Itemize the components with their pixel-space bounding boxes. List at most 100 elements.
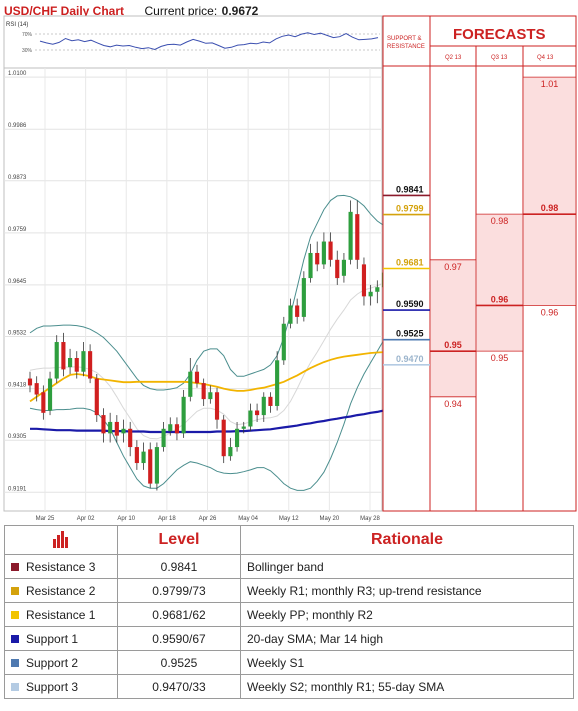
row-rationale: Weekly R1; monthly R3; up-trend resistan… <box>240 578 574 603</box>
forecast-value: 0.98 <box>491 216 509 226</box>
candle-body <box>241 426 246 429</box>
rsi-upper-label: 70% <box>22 32 33 38</box>
sr-value: 0.9799 <box>396 204 424 214</box>
header-icon-cell <box>4 525 118 555</box>
header-level: Level <box>117 525 241 555</box>
grid <box>4 68 382 511</box>
row-name-cell: Support 2 <box>4 650 118 675</box>
row-level: 0.9470/33 <box>117 674 241 699</box>
row-level: 0.9799/73 <box>117 578 241 603</box>
col-q3: Q3 13 <box>491 55 508 61</box>
sma-blue-line <box>30 409 385 434</box>
header-rationale: Rationale <box>240 525 574 555</box>
price-label: Current price: <box>144 4 218 18</box>
x-tick-label: May 28 <box>360 516 380 522</box>
candle-body <box>248 410 253 427</box>
x-tick-label: May 12 <box>279 516 299 522</box>
x-tick-label: Apr 10 <box>117 516 135 522</box>
table-row: Support 1 0.9590/67 20-day SMA; Mar 14 h… <box>4 626 574 651</box>
candle-body <box>288 305 293 324</box>
x-tick-label: Apr 26 <box>199 516 217 522</box>
candle-body <box>275 360 280 406</box>
bar-chart-icon <box>53 530 68 548</box>
candle-body <box>128 428 133 448</box>
forecast-range <box>431 259 475 397</box>
bollinger-upper <box>29 194 385 391</box>
x-tick-label: Mar 25 <box>36 516 55 522</box>
candle-body <box>341 259 346 276</box>
row-name-cell: Resistance 2 <box>4 578 118 603</box>
table-row: Resistance 1 0.9681/62 Weekly PP; monthl… <box>4 602 574 627</box>
candle-body <box>328 241 333 260</box>
col-q2: Q2 13 <box>445 55 462 61</box>
forecast-range <box>477 214 522 352</box>
rsi-line <box>39 32 379 51</box>
forecast-value: 0.95 <box>491 353 509 363</box>
candle-body <box>208 392 213 400</box>
candle-body <box>54 342 59 379</box>
row-name-cell: Resistance 3 <box>4 554 118 579</box>
sr-value: 0.9525 <box>396 329 424 339</box>
table-row: Resistance 3 0.9841 Bollinger band <box>4 554 574 579</box>
y-tick-label: 0.9645 <box>8 279 27 285</box>
candle-body <box>194 371 200 384</box>
row-name: Support 1 <box>26 631 79 646</box>
candle-body <box>214 392 220 420</box>
row-rationale: Weekly S2; monthly R1; 55-day SMA <box>240 674 574 699</box>
candle-body <box>101 415 106 434</box>
y-tick-label: 0.9191 <box>8 486 27 492</box>
sr-label-1: SUPPORT & <box>387 36 421 42</box>
candle-body <box>168 424 173 432</box>
candle-body <box>88 351 93 379</box>
table-row: Resistance 2 0.9799/73 Weekly R1; monthl… <box>4 578 574 603</box>
forecast-value: 0.98 <box>541 203 559 213</box>
table-row: Support 2 0.9525 Weekly S1 <box>4 650 574 675</box>
forecast-value: 0.97 <box>444 262 462 272</box>
candle-body <box>234 428 240 448</box>
x-tick-label: May 04 <box>238 516 258 522</box>
y-tick-label: 0.9532 <box>8 331 27 337</box>
x-axis-ticks: Mar 25 Apr 02 Apr 10 Apr 18 Apr 26 May 04 May … <box>36 516 381 522</box>
candles <box>27 200 387 491</box>
row-level: 0.9841 <box>117 554 241 579</box>
chart-header: USD/CHF Daily Chart Current price: 0.967… <box>4 2 258 20</box>
candle-body <box>121 428 126 434</box>
row-name-cell: Support 1 <box>4 626 118 651</box>
bollinger-lower <box>29 339 385 491</box>
candle-body <box>174 424 180 434</box>
sr-label-2: RESISTANCE <box>387 44 425 50</box>
forecast-panel: FORECASTS SUPPORT & RESISTANCE Q2 13 Q3 … <box>382 15 577 512</box>
x-tick-label: May 20 <box>320 516 340 522</box>
candle-body <box>47 378 53 411</box>
y-tick-label: 0.9418 <box>8 383 27 389</box>
candle-body <box>114 421 119 436</box>
candle-body <box>368 291 373 297</box>
candle-body <box>268 396 273 406</box>
current-price: 0.9672 <box>221 4 259 18</box>
y-tick-label: 0.9759 <box>8 227 27 233</box>
candle-body <box>154 447 159 484</box>
color-swatch <box>11 611 19 620</box>
candle-body <box>61 342 66 370</box>
forecast-value: 0.95 <box>444 340 462 350</box>
candle-body <box>301 278 306 317</box>
row-name: Resistance 2 <box>26 583 96 598</box>
candle-body <box>27 378 33 386</box>
candle-body <box>261 396 266 416</box>
col-q4: Q4 13 <box>537 55 554 61</box>
candle-body <box>74 358 79 372</box>
candle-body <box>161 428 166 448</box>
candle-body <box>181 396 186 434</box>
y-axis-ticks: 1.0100 0.9986 0.9873 0.9759 0.9645 0.9532 0.94… <box>8 71 27 492</box>
candle-body <box>201 383 206 400</box>
row-rationale: 20-day SMA; Mar 14 high <box>240 626 574 651</box>
color-swatch <box>11 635 19 644</box>
color-swatch <box>11 587 19 596</box>
x-tick-label: Apr 02 <box>77 516 95 522</box>
table-row: Support 3 0.9470/33 Weekly S2; monthly R… <box>4 674 574 699</box>
chart-area: RSI (14) 70% 30% 1.0100 0.9986 0.9873 0.975… <box>3 15 577 522</box>
candle-body <box>355 214 360 260</box>
candle-body <box>134 447 139 464</box>
candle-body <box>335 259 340 279</box>
